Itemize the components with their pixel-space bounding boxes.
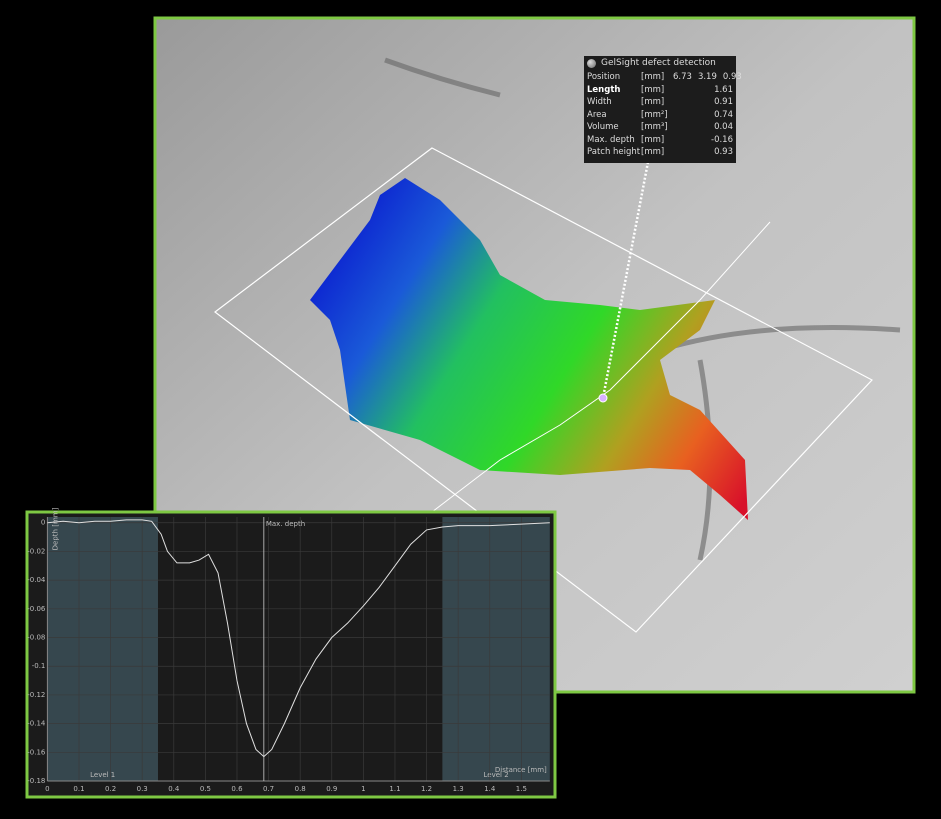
profile-chart: Level 1 Level 2 0 -0.02 -0.04 -0.06 -0.08 -0.1 -…: [27, 507, 550, 793]
popup-row: Length [mm] 1.61: [587, 84, 733, 97]
row-value: 0.93: [714, 147, 733, 158]
popup-header: GelSight defect detection: [587, 58, 733, 68]
row-values: 0.91: [673, 97, 733, 107]
x-tick-label: 1: [361, 785, 365, 793]
x-tick-label: 1.3: [453, 785, 464, 793]
x-tick-label: 0.6: [231, 785, 243, 793]
row-unit: [mm]: [641, 134, 665, 145]
x-tick-label: 1.2: [421, 785, 432, 793]
level-label: Level 2: [484, 771, 509, 779]
row-label: Area: [587, 109, 607, 120]
popup-row: Position [mm] 6.73 3.19 0.93: [587, 71, 742, 84]
row-value: 0.74: [714, 109, 733, 120]
row-unit: [mm]: [641, 72, 665, 83]
y-tick-label: -0.02: [27, 547, 45, 555]
x-tick-label: 0.3: [137, 785, 148, 793]
row-values: 6.73 3.19 0.93: [673, 72, 742, 82]
x-tick-label: 0.8: [295, 785, 306, 793]
y-tick-label: 0: [41, 519, 45, 527]
profile-path: [431, 221, 771, 513]
row-values: -0.16: [673, 135, 733, 145]
x-tick-label: 0.4: [168, 785, 180, 793]
y-tick-label: -0.1: [32, 662, 46, 670]
x-axis-title: Distance [mm]: [495, 766, 547, 774]
icon: [587, 58, 596, 68]
row-value: 1.61: [714, 84, 733, 95]
popup-row: Width [mm] 0.91: [587, 96, 733, 109]
row-value: -0.16: [711, 134, 733, 145]
x-tick-label: 1.4: [484, 785, 496, 793]
y-tick-label: -0.16: [27, 748, 46, 756]
defect-heightmap: [310, 178, 748, 520]
row-label: Width: [587, 97, 612, 108]
x-tick-label: 0.5: [200, 785, 211, 793]
row-values: 0.93: [673, 147, 733, 157]
x-tick-label: 0: [45, 785, 49, 793]
leader-line: [601, 161, 650, 399]
row-unit: [mm²]: [641, 109, 668, 120]
popup-row: Max. depth [mm] -0.16: [587, 134, 733, 147]
y-tick-label: -0.08: [27, 634, 45, 642]
level-region: [442, 517, 550, 781]
row-unit: [mm]: [641, 147, 665, 158]
popup-row: Patch height [mm] 0.93: [587, 146, 733, 159]
row-values: 0.74: [673, 110, 733, 120]
max-depth-label: Max. depth: [266, 520, 305, 528]
max-depth-marker[interactable]: [598, 393, 608, 403]
x-tick-label: 0.2: [105, 785, 116, 793]
x-tick-label: 0.7: [263, 785, 274, 793]
y-tick-label: -0.06: [27, 605, 46, 613]
row-unit: [mm³]: [641, 122, 668, 133]
level-region: [47, 517, 158, 781]
popup-row: Area [mm²] 0.74: [587, 109, 733, 122]
y-tick-label: -0.12: [27, 691, 45, 699]
row-label: Max. depth: [587, 134, 635, 145]
row-value: 6.73: [673, 72, 692, 83]
y-tick-label: -0.18: [27, 777, 45, 785]
y-tick-label: -0.04: [27, 576, 46, 584]
row-value: 0.04: [714, 122, 733, 133]
row-label: Patch height: [587, 147, 641, 158]
row-values: 0.04: [673, 122, 733, 132]
profile-line: [47, 519, 550, 758]
defect-popup: GelSight defect detection Position [mm] 6.…: [584, 56, 742, 163]
y-axis-title: Depth [mm]: [51, 507, 59, 550]
row-label: Length: [587, 84, 621, 95]
row-value: 0.93: [722, 72, 742, 83]
row-value: 0.91: [714, 97, 733, 108]
popup-title: GelSight defect detection: [601, 58, 716, 68]
row-values: 1.61: [673, 85, 733, 95]
popup-row: Volume [mm³] 0.04: [587, 121, 733, 134]
patch-outline: [214, 147, 873, 633]
y-tick-label: -0.14: [27, 720, 46, 728]
x-tick-label: 1.1: [389, 785, 400, 793]
x-tick-label: 1.5: [516, 785, 527, 793]
row-label: Volume: [587, 122, 619, 133]
level-label: Level 1: [90, 771, 115, 779]
row-unit: [mm]: [641, 84, 665, 95]
row-unit: [mm]: [641, 97, 665, 108]
x-tick-label: 0.1: [73, 785, 84, 793]
x-tick-label: 0.9: [326, 785, 337, 793]
row-value: 3.19: [697, 72, 717, 83]
row-label: Position: [587, 72, 621, 83]
